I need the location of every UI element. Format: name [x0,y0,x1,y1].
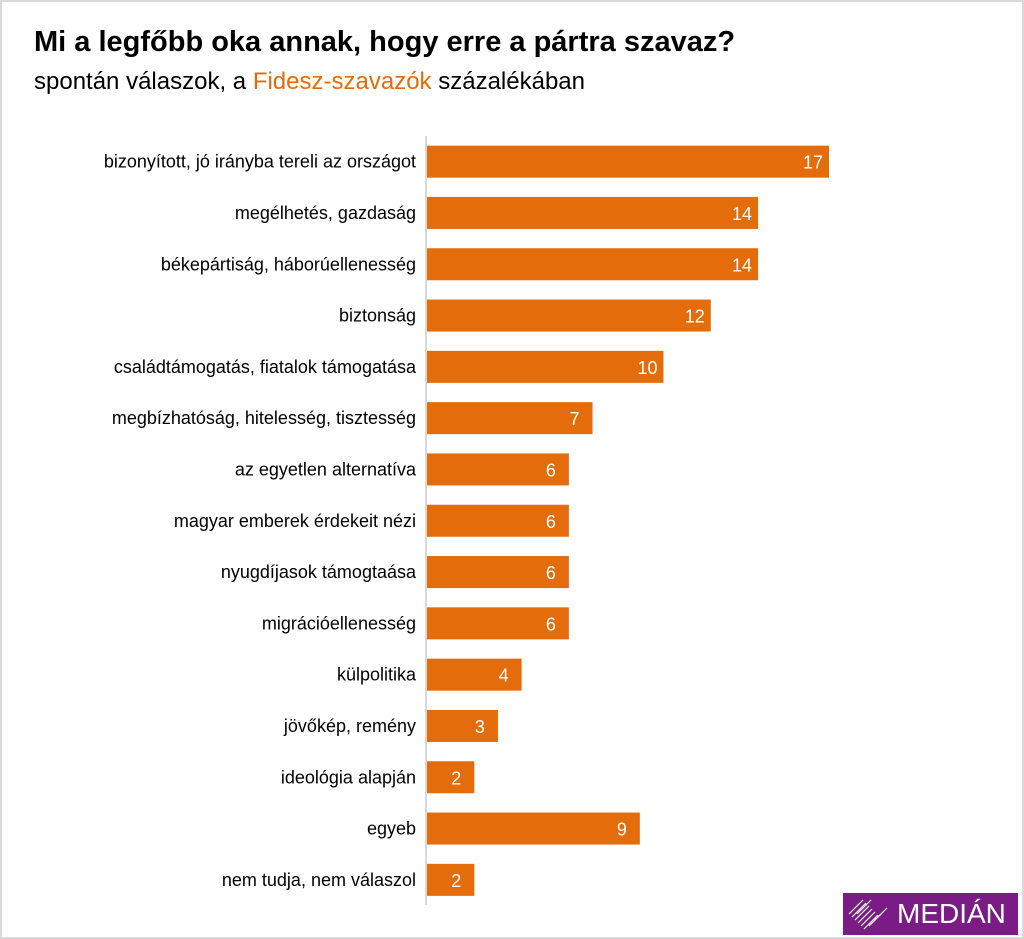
bar [427,402,593,435]
category-label: jövőkép, remény [283,716,416,736]
category-label: családtámogatás, fiatalok támogatása [114,357,417,377]
category-label: megélhetés, gazdaság [235,203,416,223]
value-label: 12 [685,307,705,327]
bar [427,607,569,640]
category-label: békepártiság, háborúellenesség [161,254,416,274]
category-label: külpolitika [337,665,417,685]
bar [427,761,475,794]
bar [427,196,759,229]
value-label: 14 [732,255,752,275]
category-label: bizonyított, jó irányba tereli az ország… [104,152,416,172]
category-label: nyugdíjasok támogtaása [221,562,417,582]
value-label: 7 [570,409,580,429]
value-label: 6 [546,512,556,532]
bar [427,863,475,896]
bar [427,145,829,178]
chart-title: Mi a legfőbb oka annak, hogy erre a párt… [34,26,736,58]
bar [427,658,522,691]
value-label: 6 [546,563,556,583]
median-logo: MEDIÁN [843,893,1018,935]
value-label: 17 [803,153,823,173]
diamond-stripes-icon [848,899,888,930]
chart-subtitle: spontán válaszok, a Fidesz-szavazók száz… [34,68,585,96]
value-label: 6 [546,614,556,634]
subtitle-prefix: spontán válaszok, a [34,68,253,95]
subtitle-suffix: százalékában [431,68,585,95]
category-label: megbízhatóság, hitelesség, tisztesség [112,408,416,428]
category-label: magyar emberek érdekeit nézi [174,511,416,531]
bar [427,556,569,589]
bar [427,299,711,332]
value-label: 14 [732,204,752,224]
bar [427,812,640,845]
value-label: 4 [499,666,509,686]
category-label: az egyetlen alternatíva [235,459,417,479]
value-label: 10 [637,358,657,378]
value-label: 3 [475,717,485,737]
category-label: egyeb [367,819,416,839]
value-label: 2 [451,871,461,891]
category-label: ideológia alapján [281,767,416,787]
value-label: 9 [617,820,627,840]
logo-text: MEDIÁN [897,898,1006,929]
bar [427,248,759,281]
value-label: 2 [451,768,461,788]
category-label: nem tudja, nem válaszol [222,870,416,890]
value-label: 6 [546,460,556,480]
subtitle-highlight: Fidesz-szavazók [252,68,432,95]
bar [427,350,664,383]
bar [427,504,569,537]
bar [427,709,498,742]
category-label: migrációellenesség [262,613,416,633]
category-label: biztonság [339,306,416,326]
bar [427,453,569,486]
